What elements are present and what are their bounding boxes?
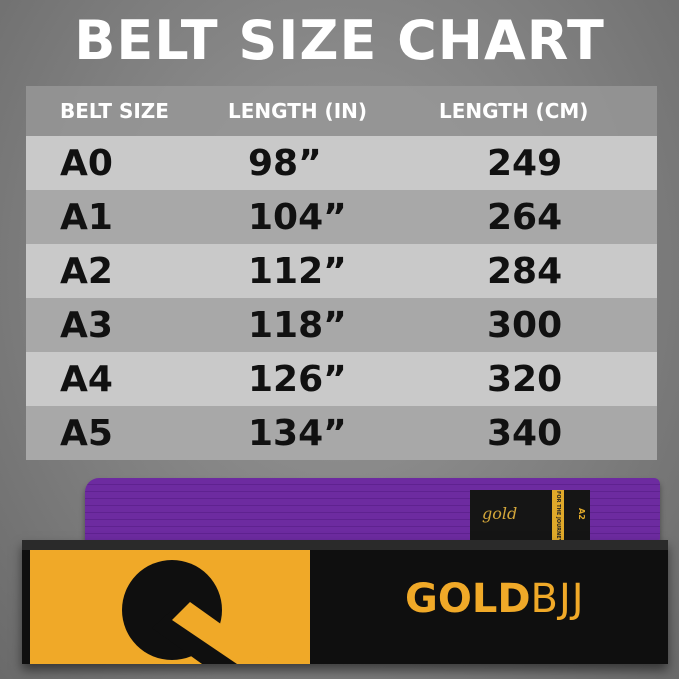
table-row: A2 112” 284 (26, 244, 657, 298)
cell-length-in: 112” (248, 250, 347, 292)
cell-length-cm: 340 (487, 412, 563, 454)
table-row: A4 126” 320 (26, 352, 657, 406)
cell-length-cm: 284 (487, 250, 563, 292)
cell-length-cm: 249 (487, 142, 563, 184)
cell-length-in: 118” (248, 304, 347, 346)
patch-logo: gold (482, 504, 518, 523)
header-length-in: LENGTH (IN) (228, 99, 368, 123)
cell-length-cm: 300 (487, 304, 563, 346)
header-length-cm: LENGTH (CM) (439, 99, 589, 123)
cell-belt-size: A5 (60, 412, 113, 454)
cell-length-in: 98” (248, 142, 322, 184)
cell-belt-size: A3 (60, 304, 113, 346)
cell-length-in: 104” (248, 196, 347, 238)
header-belt-size: BELT SIZE (60, 99, 169, 123)
purple-belt-image: gold FOR THE JOURNEY A2 (85, 478, 660, 544)
table-row: A0 98” 249 (26, 136, 657, 190)
cell-length-cm: 264 (487, 196, 563, 238)
cell-belt-size: A4 (60, 358, 113, 400)
cell-length-cm: 320 (487, 358, 563, 400)
patch-tagline: FOR THE JOURNEY (552, 490, 564, 544)
cell-belt-size: A0 (60, 142, 113, 184)
product-box: GOLDBJJ (22, 540, 668, 664)
patch-size: A2 (577, 508, 586, 520)
cell-length-in: 134” (248, 412, 347, 454)
table-header: BELT SIZE LENGTH (IN) LENGTH (CM) (26, 86, 657, 136)
cell-belt-size: A1 (60, 196, 113, 238)
size-table: BELT SIZE LENGTH (IN) LENGTH (CM) A0 98” 2… (26, 86, 657, 460)
brand-logo: GOLDBJJ (405, 576, 585, 622)
q-logo-icon (30, 550, 310, 664)
page-title: BELT SIZE CHART (74, 9, 605, 72)
cell-belt-size: A2 (60, 250, 113, 292)
table-row: A5 134” 340 (26, 406, 657, 460)
table-row: A1 104” 264 (26, 190, 657, 244)
belt-patch: gold FOR THE JOURNEY A2 (470, 490, 590, 544)
cell-length-in: 126” (248, 358, 347, 400)
table-row: A3 118” 300 (26, 298, 657, 352)
